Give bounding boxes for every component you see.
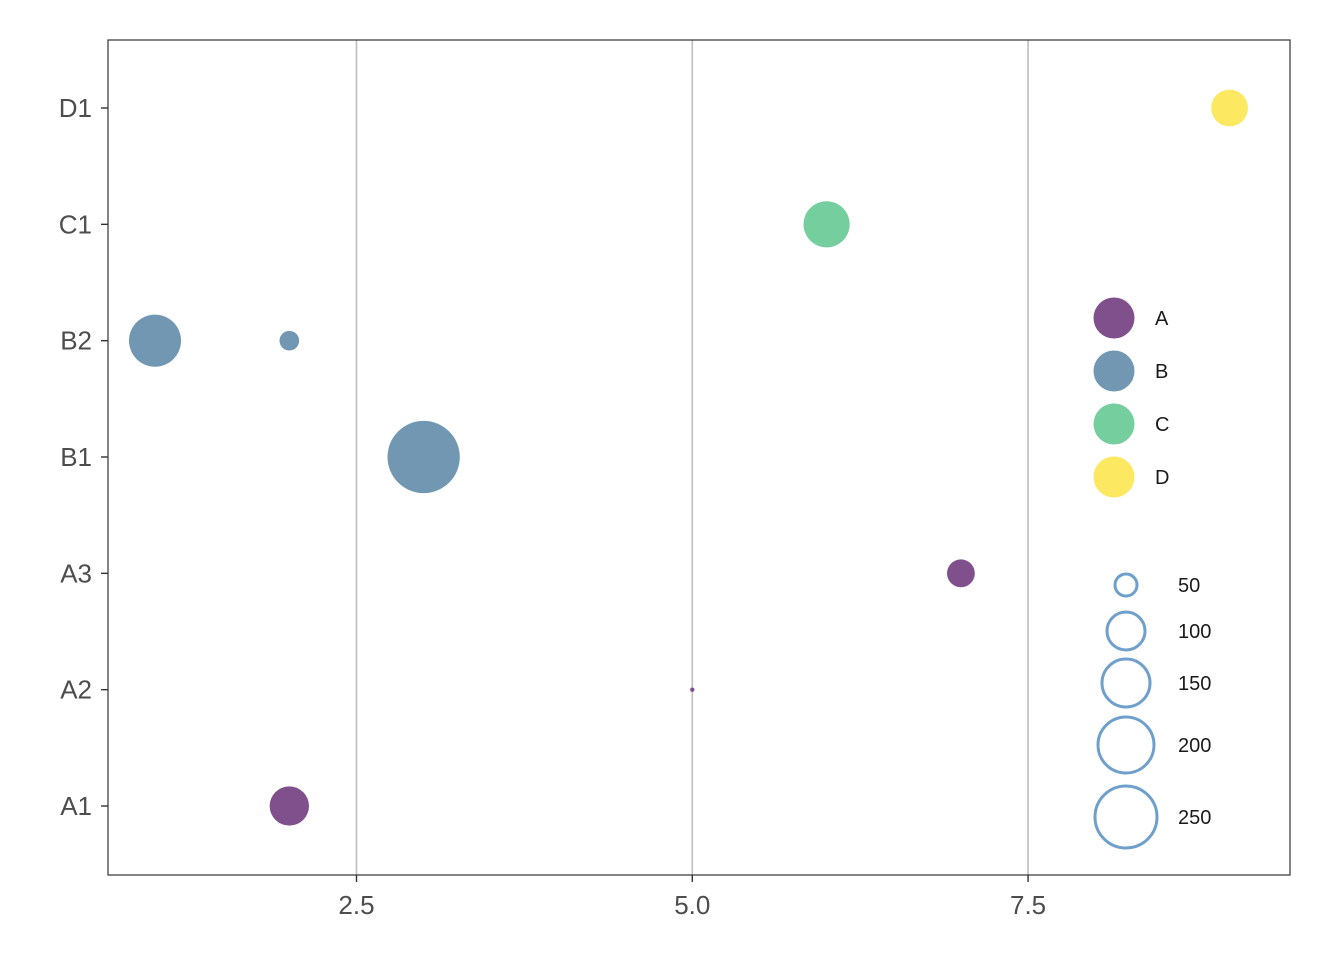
grid-lines — [355, 40, 1029, 875]
y-tick-label: B2 — [60, 326, 92, 356]
point-B1-B-3 — [387, 420, 460, 494]
size-legend: 50 100 150 200 250 — [1093, 572, 1211, 850]
size-legend-key-200 — [1096, 715, 1156, 775]
legend-key-A — [1093, 297, 1135, 339]
data-points — [128, 89, 1248, 826]
legend-label-D: D — [1155, 467, 1169, 489]
legend-key-D — [1093, 456, 1135, 498]
size-legend-label: 100 — [1178, 621, 1211, 643]
legend-label-A: A — [1155, 308, 1169, 330]
size-legend-label: 50 — [1178, 575, 1200, 597]
size-legend-label: 250 — [1178, 807, 1211, 829]
point-D1-D-7 — [1211, 89, 1248, 127]
point-A2-A-1 — [690, 687, 695, 692]
point-A3-A-2 — [947, 559, 975, 588]
point-C1-C-6 — [803, 201, 850, 248]
point-A1-A-0 — [269, 786, 310, 826]
x-tick-label: 7.5 — [1010, 890, 1046, 920]
size-legend-key-100 — [1105, 610, 1147, 652]
point-B2-B-5 — [279, 330, 300, 351]
axes: 2.5 5.0 7.5 A1 A2 A3 B1 B2 C1 D1 — [59, 93, 1046, 920]
y-tick-label: B1 — [60, 442, 92, 472]
size-legend-key-50 — [1113, 572, 1139, 598]
y-tick-label: D1 — [59, 93, 92, 123]
size-legend-label: 200 — [1178, 735, 1211, 757]
point-B2-B-4 — [128, 314, 182, 367]
size-legend-key-150 — [1100, 657, 1152, 709]
x-tick-label: 5.0 — [674, 890, 710, 920]
legend-label-C: C — [1155, 414, 1169, 436]
size-legend-key-250 — [1093, 784, 1159, 850]
y-tick-label: A1 — [60, 791, 92, 821]
y-tick-label: A3 — [60, 558, 92, 588]
x-tick-label: 2.5 — [338, 890, 374, 920]
legend-key-C — [1093, 403, 1135, 445]
color-legend: A B C D — [1093, 297, 1169, 498]
y-tick-label: A2 — [60, 675, 92, 705]
legend-key-B — [1093, 350, 1135, 392]
size-legend-label: 150 — [1178, 673, 1211, 695]
y-tick-label: C1 — [59, 209, 92, 239]
legend-label-B: B — [1155, 361, 1168, 383]
